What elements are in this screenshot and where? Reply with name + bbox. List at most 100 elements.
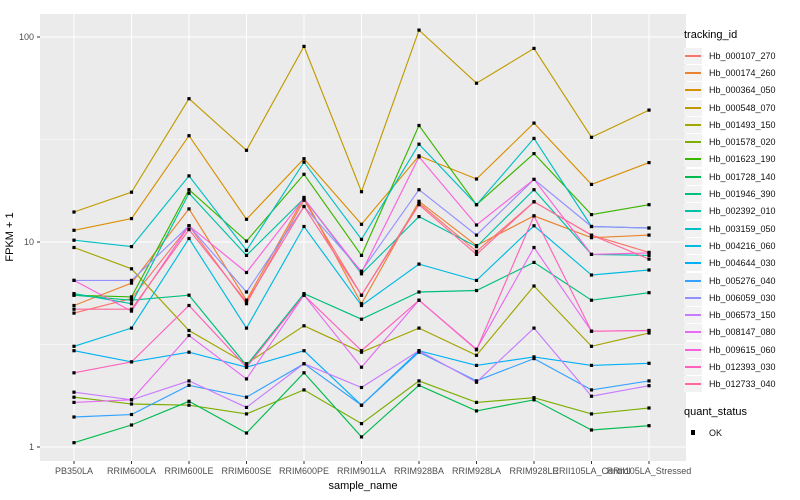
data-point-marker xyxy=(474,353,479,357)
legend-key-icon xyxy=(684,220,702,237)
data-point-marker xyxy=(302,362,306,366)
legend-item-label: Hb_000174_260 xyxy=(709,67,776,78)
data-point-marker xyxy=(532,121,536,125)
data-point-marker xyxy=(532,214,536,218)
data-point-marker xyxy=(72,395,76,399)
data-point-marker xyxy=(187,236,191,241)
data-point-marker xyxy=(589,233,594,237)
legend-item-label: Hb_008147_080 xyxy=(709,327,776,338)
legend-item-Hb_006573_150: Hb_006573_150 xyxy=(684,306,798,324)
data-point-marker xyxy=(532,260,536,264)
legend-item-label: Hb_000548_070 xyxy=(709,102,776,113)
data-point-marker xyxy=(417,215,421,219)
data-point-marker xyxy=(532,326,536,330)
data-point-marker xyxy=(72,307,76,311)
data-point-marker xyxy=(359,237,364,241)
legend-key-icon xyxy=(684,168,702,185)
data-point-marker xyxy=(72,238,76,242)
data-point-marker xyxy=(244,412,249,416)
x-tick-label: RRIM901LA xyxy=(337,466,386,476)
data-point-marker xyxy=(359,403,364,407)
legend-item-Hb_003159_050: Hb_003159_050 xyxy=(684,220,798,237)
data-point-marker xyxy=(417,199,421,203)
data-point-marker xyxy=(359,365,364,369)
data-point-marker xyxy=(302,157,306,161)
data-point-marker xyxy=(244,362,249,366)
data-point-marker xyxy=(359,435,364,439)
legend-tracking-id-items: Hb_000107_270 Hb_000174_260 Hb_000364_050 H… xyxy=(684,47,798,393)
legend-item-Hb_001623_190: Hb_001623_190 xyxy=(684,151,798,168)
data-point-marker xyxy=(72,390,76,394)
legend-key-icon xyxy=(684,289,702,306)
data-point-marker xyxy=(244,377,249,381)
data-point-marker xyxy=(129,309,134,313)
data-point-marker xyxy=(417,290,421,294)
data-point-marker xyxy=(359,422,364,426)
data-point-marker xyxy=(302,204,306,209)
legend-item-Hb_004644_030: Hb_004644_030 xyxy=(684,255,798,272)
data-point-marker xyxy=(72,400,76,404)
legend-item-label: Hb_001493_150 xyxy=(709,119,776,130)
data-point-marker xyxy=(647,253,651,257)
data-point-marker xyxy=(647,384,651,388)
data-point-marker xyxy=(474,380,479,384)
data-point-marker xyxy=(187,303,191,308)
data-point-marker xyxy=(187,191,191,195)
data-point-marker xyxy=(72,311,76,315)
data-point-marker xyxy=(417,379,421,383)
data-point-marker xyxy=(417,298,421,302)
data-point-marker xyxy=(532,188,536,192)
y-tick-label: 100 xyxy=(19,32,34,42)
data-point-marker xyxy=(129,307,134,311)
series-color-line-icon xyxy=(685,158,701,161)
legend-key-icon xyxy=(684,186,702,203)
data-point-marker xyxy=(302,324,306,328)
data-point-marker xyxy=(532,245,536,250)
data-point-marker xyxy=(589,224,594,229)
series-color-line-icon xyxy=(685,106,701,109)
data-point-marker xyxy=(589,135,594,139)
legend-item-Hb_008147_080: Hb_008147_080 xyxy=(684,324,798,341)
legend-key-icon xyxy=(684,272,702,289)
legend-item-Hb_000107_270: Hb_000107_270 xyxy=(684,47,798,64)
data-point-marker xyxy=(589,329,594,333)
data-point-marker xyxy=(417,123,421,128)
legend-key-icon xyxy=(684,82,702,99)
data-point-marker xyxy=(589,412,594,416)
data-point-marker xyxy=(589,252,594,256)
legend-key-icon xyxy=(684,255,702,272)
data-point-marker xyxy=(474,400,479,404)
data-point-marker xyxy=(187,350,191,354)
legend-item-Hb_004216_060: Hb_004216_060 xyxy=(684,237,798,254)
legend-item-label: Hb_005276_040 xyxy=(709,275,776,286)
data-point-marker xyxy=(532,136,536,140)
data-point-marker xyxy=(72,245,76,250)
data-point-marker xyxy=(589,428,594,432)
data-point-marker xyxy=(474,81,479,85)
data-point-marker xyxy=(532,46,536,50)
data-point-marker xyxy=(244,405,249,409)
legend-item-label: Hb_000364_050 xyxy=(709,85,776,96)
data-point-marker xyxy=(72,349,76,353)
data-point-marker xyxy=(589,363,594,367)
legend-item-Hb_012393_030: Hb_012393_030 xyxy=(684,358,798,375)
data-point-marker xyxy=(417,383,421,387)
legend-item-Hb_006059_030: Hb_006059_030 xyxy=(684,289,798,306)
x-tick-label: RRIM600LE xyxy=(164,466,213,476)
data-point-marker xyxy=(647,328,651,333)
data-point-marker xyxy=(359,293,364,297)
data-point-marker xyxy=(129,423,134,427)
data-point-marker xyxy=(129,326,134,330)
legend-item-label: Hb_001946_390 xyxy=(709,189,776,200)
data-point-marker xyxy=(532,152,536,156)
legend-item-label: Hb_002392_010 xyxy=(709,206,776,217)
series-color-line-icon xyxy=(685,383,701,386)
legend-item-Hb_012733_040: Hb_012733_040 xyxy=(684,376,798,393)
legend-item-Hb_001728_140: Hb_001728_140 xyxy=(684,168,798,185)
data-point-marker xyxy=(589,273,594,277)
x-tick-label: RRIM928LE xyxy=(509,466,558,476)
data-point-marker xyxy=(647,257,651,261)
data-point-marker xyxy=(359,222,364,226)
data-point-marker xyxy=(244,217,249,221)
data-point-marker xyxy=(647,291,651,295)
